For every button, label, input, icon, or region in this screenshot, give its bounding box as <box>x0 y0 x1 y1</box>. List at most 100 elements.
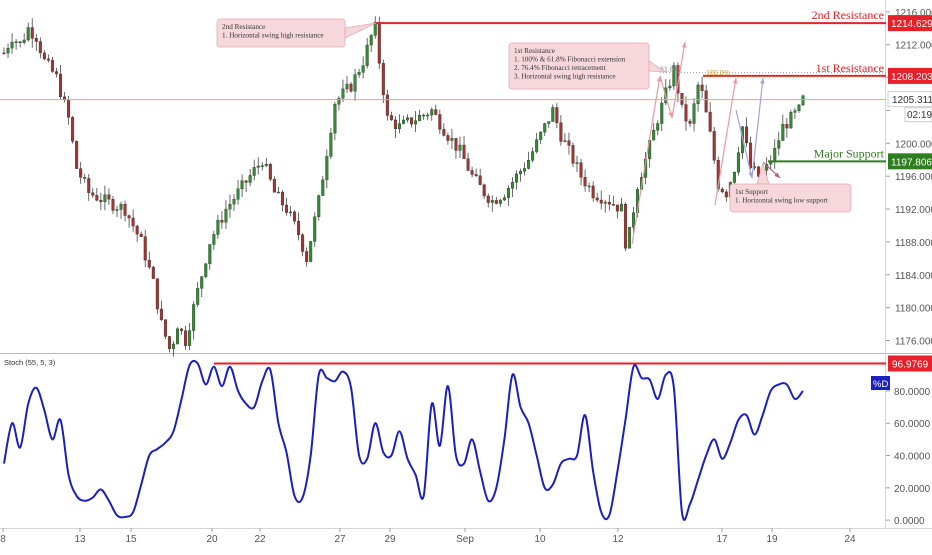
arrow-g-head <box>774 172 780 178</box>
candle-body <box>252 167 256 176</box>
x-tick-label: 29 <box>384 534 396 545</box>
candle-body <box>119 204 123 210</box>
callout-line: 3. Horizontal swing high resistance <box>514 73 616 81</box>
candle-body <box>34 38 38 42</box>
candle-body <box>418 114 422 121</box>
candle-body <box>543 123 547 133</box>
candle-body <box>575 162 579 164</box>
callout-line: 1st Resistance <box>514 47 555 55</box>
candle-body <box>531 151 535 161</box>
candle-body <box>591 185 595 199</box>
candle-body <box>414 120 418 125</box>
candle-body <box>208 244 212 265</box>
candle-body <box>607 201 611 205</box>
arrow-f-head <box>760 78 765 84</box>
candle-body <box>131 217 135 227</box>
candle-body <box>42 52 46 60</box>
candle-body <box>490 200 494 203</box>
candle-body <box>357 72 361 75</box>
candle-body <box>228 203 232 210</box>
stoch-level-value: 96.9769 <box>892 359 929 370</box>
candle-body <box>708 111 712 132</box>
candle-body <box>353 74 357 92</box>
candle-body <box>672 65 676 87</box>
candle-body <box>188 330 192 346</box>
candle-body <box>571 145 575 164</box>
callout-line: 2nd Resistance <box>222 23 265 31</box>
candle-body <box>325 156 329 181</box>
candle-body <box>176 328 180 345</box>
stoch-y-tick-label: 60.0000 <box>894 419 931 430</box>
callout-box <box>729 183 852 213</box>
x-tick-label: 12 <box>612 534 624 545</box>
callout-line: 2. 76.4% Fibonacci retracement <box>514 64 606 72</box>
candle-body <box>777 140 781 149</box>
candle-body <box>462 144 466 160</box>
candle-body <box>402 119 406 124</box>
candle-body <box>627 226 631 249</box>
candle-body <box>595 197 599 201</box>
candle-body <box>720 188 724 193</box>
candle-body <box>196 288 200 305</box>
y-tick-label: 1188.000 <box>895 238 932 249</box>
stoch-title: Stoch (55, 5, 3) <box>4 358 56 367</box>
candle-body <box>26 27 30 41</box>
candle-body <box>389 115 393 121</box>
candle-body <box>523 168 527 172</box>
candle-body <box>313 216 317 242</box>
arrow-d-head <box>732 78 738 84</box>
x-tick-label: 8 <box>0 534 6 545</box>
candle-body <box>519 170 523 175</box>
candle-body <box>361 65 365 73</box>
candle-body <box>377 22 381 64</box>
candle-body <box>668 85 672 89</box>
last-price-tag <box>887 91 932 108</box>
y-tick-label: 1216.000 <box>895 8 932 19</box>
callout-line: 1st Support <box>735 188 768 196</box>
candle-body <box>393 119 397 130</box>
candle-body <box>599 199 603 204</box>
candle-body <box>167 336 171 350</box>
candle-body <box>349 83 353 92</box>
stoch-y-tick-label: 0.0000 <box>894 516 925 527</box>
candle-body <box>54 71 58 75</box>
fib-label-618: 61.8% <box>660 67 680 74</box>
x-tick-label: 22 <box>254 534 266 545</box>
candle-body <box>385 94 389 116</box>
candle-body <box>135 225 139 235</box>
level-value: 1197.806 <box>891 157 932 168</box>
countdown-label: 02:19 <box>907 110 932 121</box>
candle-body <box>284 204 288 213</box>
candle-body <box>337 98 341 105</box>
candle-body <box>87 178 91 193</box>
candle-body <box>749 142 753 169</box>
candle-body <box>151 266 155 279</box>
arrow-e <box>735 109 753 179</box>
candle-body <box>555 107 559 124</box>
candle-body <box>688 120 692 124</box>
arrow-c <box>671 41 686 119</box>
callout-line: 1. Horizontal swing high resistance <box>222 32 324 40</box>
candle-body <box>2 52 6 55</box>
candle-body <box>163 319 167 337</box>
candle-body <box>773 148 777 162</box>
candle-body <box>83 177 87 179</box>
stoch-series-badge <box>871 376 890 390</box>
callout-box <box>508 42 650 90</box>
candle-body <box>712 131 716 161</box>
candle-body <box>583 177 587 187</box>
candle-body <box>381 63 385 96</box>
candle-body <box>494 200 498 204</box>
arrow-d <box>714 77 737 206</box>
x-tick-label: 27 <box>334 534 346 545</box>
candle-body <box>216 219 220 235</box>
candle-body <box>200 276 204 289</box>
candle-body <box>793 110 797 113</box>
candle-body <box>781 123 785 141</box>
candle-body <box>22 39 26 43</box>
arrow-b-head <box>668 112 673 118</box>
candle-body <box>736 152 740 173</box>
candle-body <box>587 185 591 188</box>
x-tick-label: 15 <box>125 534 137 545</box>
